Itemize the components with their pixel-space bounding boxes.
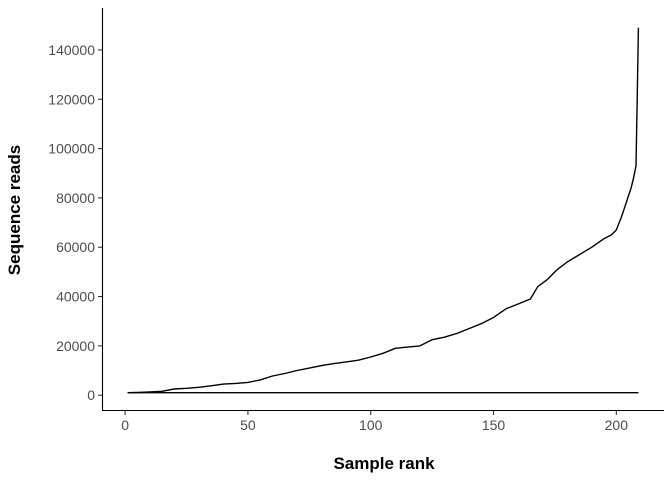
y-tick-label: 80000 bbox=[56, 190, 95, 206]
sequence-reads-series-line bbox=[127, 27, 640, 394]
y-tick-label: 0 bbox=[87, 387, 95, 403]
y-tick-label: 100000 bbox=[48, 141, 95, 157]
x-axis-title: Sample rank bbox=[333, 454, 435, 473]
x-tick-label: 150 bbox=[482, 417, 506, 433]
y-tick-label: 120000 bbox=[48, 91, 95, 107]
y-tick-label: 40000 bbox=[56, 289, 95, 305]
y-axis-title: Sequence reads bbox=[5, 145, 24, 275]
x-tick-label: 200 bbox=[605, 417, 629, 433]
y-tick-label: 140000 bbox=[48, 42, 95, 58]
x-tick-label: 50 bbox=[240, 417, 256, 433]
series bbox=[127, 27, 640, 394]
axes bbox=[101, 8, 664, 412]
y-tick-label: 20000 bbox=[56, 338, 95, 354]
y-tick-label: 60000 bbox=[56, 239, 95, 255]
x-tick-label: 100 bbox=[359, 417, 383, 433]
x-tick-label: 0 bbox=[121, 417, 129, 433]
ticks: 0 50 100 150 200 0 20000 40000 60000 80000 100000 1… bbox=[48, 42, 628, 433]
